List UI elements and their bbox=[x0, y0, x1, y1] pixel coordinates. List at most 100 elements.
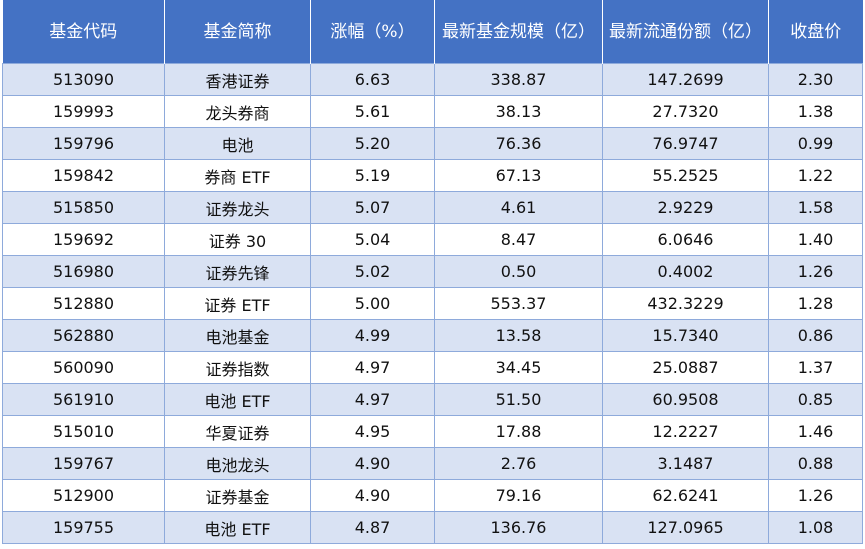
cell-fund-code: 159796 bbox=[2, 127, 165, 160]
table-row: 516980 证券先锋 5.02 0.50 0.4002 1.26 bbox=[2, 255, 863, 288]
cell-fund-size: 17.88 bbox=[434, 415, 603, 448]
cell-close-price: 1.40 bbox=[768, 223, 863, 256]
cell-change-pct: 4.90 bbox=[310, 479, 435, 512]
cell-close-price: 0.88 bbox=[768, 447, 863, 480]
cell-circulating-shares: 2.9229 bbox=[602, 191, 769, 224]
table-header: 基金代码 基金简称 涨幅（%） 最新基金规模（亿） 最新流通份额（亿） 收盘价 bbox=[2, 0, 863, 64]
cell-fund-size: 34.45 bbox=[434, 351, 603, 384]
cell-close-price: 1.58 bbox=[768, 191, 863, 224]
cell-circulating-shares: 76.9747 bbox=[602, 127, 769, 160]
cell-fund-code: 516980 bbox=[2, 255, 165, 288]
cell-change-pct: 5.61 bbox=[310, 95, 435, 128]
cell-circulating-shares: 3.1487 bbox=[602, 447, 769, 480]
cell-change-pct: 5.00 bbox=[310, 287, 435, 320]
cell-fund-code: 512900 bbox=[2, 479, 165, 512]
table-row: 159767 电池龙头 4.90 2.76 3.1487 0.88 bbox=[2, 447, 863, 480]
table-row: 562880 电池基金 4.99 13.58 15.7340 0.86 bbox=[2, 319, 863, 352]
cell-change-pct: 6.63 bbox=[310, 63, 435, 96]
cell-fund-code: 512880 bbox=[2, 287, 165, 320]
cell-fund-size: 2.76 bbox=[434, 447, 603, 480]
cell-fund-name: 华夏证券 bbox=[164, 415, 311, 448]
cell-circulating-shares: 27.7320 bbox=[602, 95, 769, 128]
table-row: 159842 券商 ETF 5.19 67.13 55.2525 1.22 bbox=[2, 159, 863, 192]
cell-fund-size: 38.13 bbox=[434, 95, 603, 128]
table-row: 513090 香港证券 6.63 338.87 147.2699 2.30 bbox=[2, 63, 863, 96]
cell-fund-size: 76.36 bbox=[434, 127, 603, 160]
cell-fund-name: 电池基金 bbox=[164, 319, 311, 352]
cell-close-price: 2.30 bbox=[768, 63, 863, 96]
cell-close-price: 1.38 bbox=[768, 95, 863, 128]
cell-fund-code: 561910 bbox=[2, 383, 165, 416]
table-row: 159692 证券 30 5.04 8.47 6.0646 1.40 bbox=[2, 223, 863, 256]
cell-fund-size: 13.58 bbox=[434, 319, 603, 352]
cell-fund-name: 电池龙头 bbox=[164, 447, 311, 480]
cell-close-price: 1.28 bbox=[768, 287, 863, 320]
cell-circulating-shares: 0.4002 bbox=[602, 255, 769, 288]
cell-change-pct: 5.07 bbox=[310, 191, 435, 224]
header-circulating-shares: 最新流通份额（亿） bbox=[602, 0, 769, 64]
header-fund-size: 最新基金规模（亿） bbox=[434, 0, 603, 64]
cell-fund-name: 证券指数 bbox=[164, 351, 311, 384]
cell-fund-size: 8.47 bbox=[434, 223, 603, 256]
table-row: 159755 电池 ETF 4.87 136.76 127.0965 1.08 bbox=[2, 511, 863, 544]
cell-fund-code: 513090 bbox=[2, 63, 165, 96]
cell-change-pct: 5.04 bbox=[310, 223, 435, 256]
cell-close-price: 1.26 bbox=[768, 479, 863, 512]
cell-fund-size: 4.61 bbox=[434, 191, 603, 224]
cell-circulating-shares: 55.2525 bbox=[602, 159, 769, 192]
cell-fund-code: 159842 bbox=[2, 159, 165, 192]
cell-close-price: 1.37 bbox=[768, 351, 863, 384]
cell-fund-name: 券商 ETF bbox=[164, 159, 311, 192]
cell-fund-code: 560090 bbox=[2, 351, 165, 384]
cell-circulating-shares: 62.6241 bbox=[602, 479, 769, 512]
cell-fund-name: 香港证券 bbox=[164, 63, 311, 96]
cell-circulating-shares: 127.0965 bbox=[602, 511, 769, 544]
cell-fund-name: 电池 bbox=[164, 127, 311, 160]
cell-close-price: 1.26 bbox=[768, 255, 863, 288]
cell-circulating-shares: 15.7340 bbox=[602, 319, 769, 352]
cell-fund-size: 553.37 bbox=[434, 287, 603, 320]
table-row: 561910 电池 ETF 4.97 51.50 60.9508 0.85 bbox=[2, 383, 863, 416]
table-row: 515010 华夏证券 4.95 17.88 12.2227 1.46 bbox=[2, 415, 863, 448]
cell-fund-code: 562880 bbox=[2, 319, 165, 352]
cell-circulating-shares: 25.0887 bbox=[602, 351, 769, 384]
cell-change-pct: 5.02 bbox=[310, 255, 435, 288]
cell-fund-size: 0.50 bbox=[434, 255, 603, 288]
cell-close-price: 1.08 bbox=[768, 511, 863, 544]
cell-fund-size: 338.87 bbox=[434, 63, 603, 96]
cell-fund-size: 79.16 bbox=[434, 479, 603, 512]
cell-circulating-shares: 147.2699 bbox=[602, 63, 769, 96]
cell-circulating-shares: 432.3229 bbox=[602, 287, 769, 320]
table-row: 515850 证券龙头 5.07 4.61 2.9229 1.58 bbox=[2, 191, 863, 224]
cell-fund-name: 电池 ETF bbox=[164, 511, 311, 544]
cell-fund-name: 证券 30 bbox=[164, 223, 311, 256]
table-row: 159993 龙头券商 5.61 38.13 27.7320 1.38 bbox=[2, 95, 863, 128]
header-change-pct: 涨幅（%） bbox=[310, 0, 435, 64]
cell-fund-name: 证券 ETF bbox=[164, 287, 311, 320]
cell-fund-name: 证券基金 bbox=[164, 479, 311, 512]
cell-fund-size: 136.76 bbox=[434, 511, 603, 544]
cell-circulating-shares: 12.2227 bbox=[602, 415, 769, 448]
cell-fund-name: 证券先锋 bbox=[164, 255, 311, 288]
cell-change-pct: 4.95 bbox=[310, 415, 435, 448]
cell-close-price: 0.85 bbox=[768, 383, 863, 416]
table-row: 159796 电池 5.20 76.36 76.9747 0.99 bbox=[2, 127, 863, 160]
cell-change-pct: 4.99 bbox=[310, 319, 435, 352]
cell-fund-code: 515010 bbox=[2, 415, 165, 448]
header-close-price: 收盘价 bbox=[768, 0, 863, 64]
cell-change-pct: 4.90 bbox=[310, 447, 435, 480]
cell-close-price: 0.99 bbox=[768, 127, 863, 160]
cell-circulating-shares: 6.0646 bbox=[602, 223, 769, 256]
header-fund-name: 基金简称 bbox=[164, 0, 311, 64]
cell-fund-name: 电池 ETF bbox=[164, 383, 311, 416]
cell-fund-code: 159993 bbox=[2, 95, 165, 128]
cell-close-price: 0.86 bbox=[768, 319, 863, 352]
cell-close-price: 1.46 bbox=[768, 415, 863, 448]
cell-change-pct: 4.97 bbox=[310, 351, 435, 384]
cell-fund-code: 159692 bbox=[2, 223, 165, 256]
cell-fund-code: 159755 bbox=[2, 511, 165, 544]
table-row: 560090 证券指数 4.97 34.45 25.0887 1.37 bbox=[2, 351, 863, 384]
cell-change-pct: 4.97 bbox=[310, 383, 435, 416]
cell-circulating-shares: 60.9508 bbox=[602, 383, 769, 416]
